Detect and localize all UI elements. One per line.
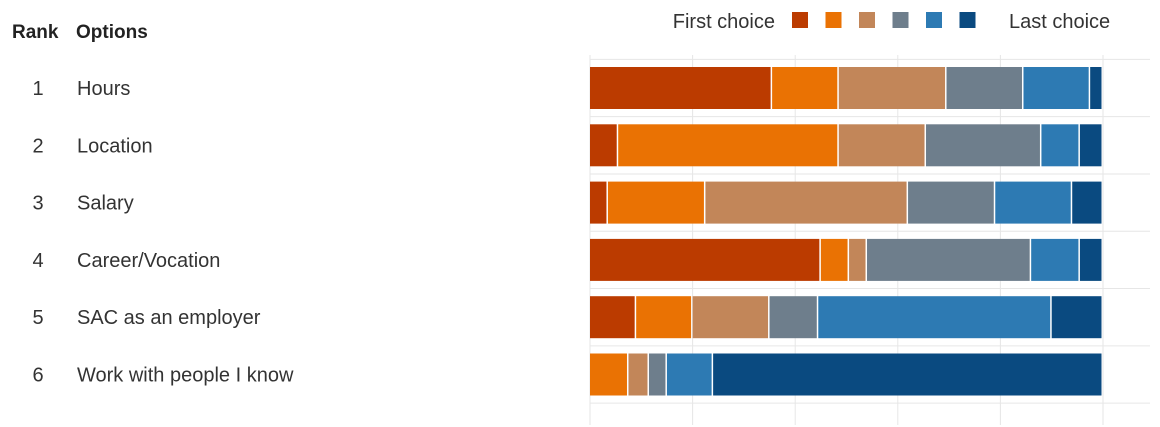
bar-segment: [705, 181, 907, 224]
bar-segment: [590, 238, 820, 281]
rank-label: 2: [32, 135, 43, 157]
legend-first-choice-label: First choice: [673, 11, 775, 33]
bar-segment: [1041, 124, 1079, 167]
bar-segment: [607, 181, 704, 224]
bar-segment: [838, 124, 925, 167]
rank-header: Rank: [12, 22, 59, 43]
options-header: Options: [76, 22, 148, 43]
option-label: SAC as an employer: [77, 307, 261, 329]
legend-swatch: [859, 12, 875, 28]
legend-swatch: [792, 12, 808, 28]
category-rows: 1 Hours 2 Location 3 Salary 4 Career/Vocation 5 S…: [32, 78, 294, 387]
bar-segment: [1023, 67, 1089, 109]
bar-segment: [648, 353, 666, 396]
legend-swatch: [892, 12, 909, 28]
option-label: Salary: [77, 193, 134, 215]
legend-swatch: [959, 12, 976, 28]
bar-segment: [818, 296, 1051, 339]
bar-segment: [867, 238, 1030, 281]
bar-segment: [628, 353, 648, 396]
rank-label: 1: [32, 78, 43, 100]
legend: First choice Last choice: [673, 11, 1110, 33]
option-label: Work with people I know: [77, 365, 294, 387]
bar-segment: [590, 296, 635, 339]
bar-segment: [926, 124, 1040, 167]
legend-swatch: [825, 12, 842, 28]
rank-label: 4: [32, 250, 43, 272]
bar-segment: [1072, 181, 1102, 224]
bar-segment: [590, 353, 627, 396]
rank-label: 6: [32, 365, 43, 387]
rank-label: 5: [32, 307, 43, 329]
bar-segment: [1079, 238, 1102, 281]
bar-segment: [590, 67, 771, 109]
bar-segment: [849, 238, 866, 281]
bar-segment: [692, 296, 769, 339]
option-label: Career/Vocation: [77, 250, 220, 272]
rank-label: 3: [32, 193, 43, 215]
bar-segment: [772, 67, 838, 109]
bar-segment: [713, 353, 1102, 396]
option-label: Hours: [77, 78, 130, 100]
bar-segment: [838, 67, 946, 109]
bar-segment: [636, 296, 692, 339]
bar-segment: [590, 181, 607, 224]
legend-swatches: [792, 12, 976, 28]
bar-segment: [590, 124, 617, 167]
bar-segment: [820, 238, 848, 281]
bars: [590, 67, 1102, 396]
bar-segment: [995, 181, 1071, 224]
bar-segment: [908, 181, 994, 224]
option-label: Location: [77, 135, 153, 157]
bar-segment: [618, 124, 838, 167]
legend-swatch: [926, 12, 942, 28]
bar-segment: [1031, 238, 1079, 281]
bar-segment: [946, 67, 1022, 109]
bar-segment: [769, 296, 817, 339]
bar-segment: [666, 353, 712, 396]
bar-segment: [1051, 296, 1102, 339]
bar-segment: [1079, 124, 1102, 167]
legend-last-choice-label: Last choice: [1009, 11, 1110, 33]
bar-segment: [1090, 67, 1102, 109]
